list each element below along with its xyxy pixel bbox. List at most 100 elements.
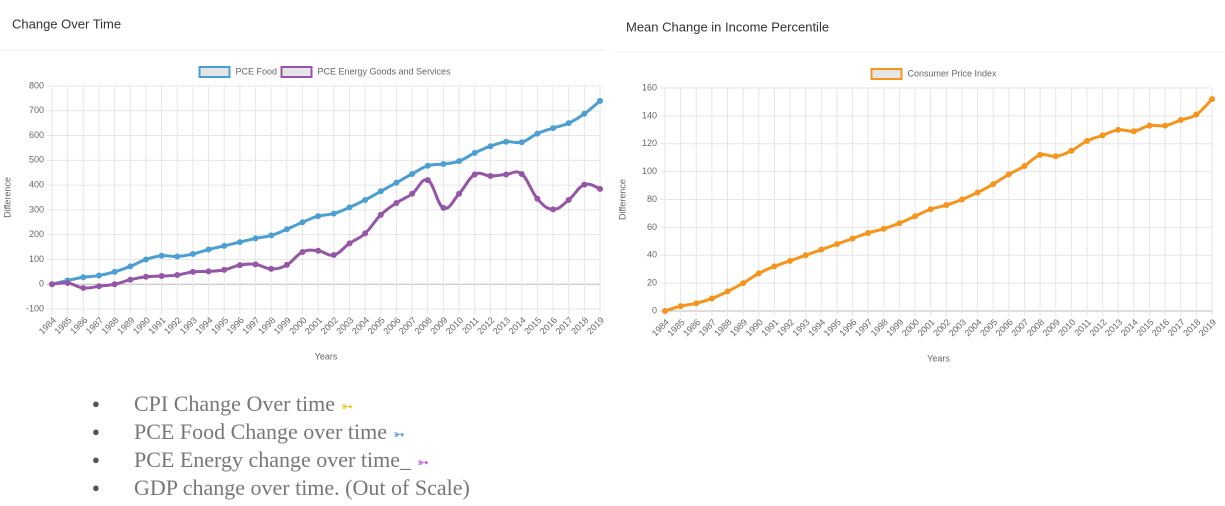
list-text: PCE Food Change over time bbox=[134, 419, 387, 444]
data-point bbox=[236, 239, 243, 246]
data-point bbox=[1083, 137, 1090, 144]
data-point bbox=[95, 272, 102, 279]
data-point bbox=[1068, 147, 1075, 154]
data-point bbox=[1177, 117, 1184, 124]
y-tick-label: 200 bbox=[29, 229, 44, 239]
data-point bbox=[1037, 151, 1044, 158]
data-point bbox=[833, 241, 840, 248]
data-point bbox=[662, 308, 668, 314]
data-point bbox=[440, 161, 447, 168]
data-point bbox=[565, 120, 572, 127]
data-point bbox=[127, 263, 134, 270]
y-tick-label: 600 bbox=[29, 130, 44, 140]
data-point bbox=[299, 249, 306, 256]
data-point bbox=[487, 143, 494, 150]
data-point bbox=[1162, 122, 1169, 129]
series-line bbox=[51, 99, 601, 286]
data-point bbox=[393, 199, 400, 206]
legend-swatch bbox=[280, 66, 313, 78]
y-tick-label: 500 bbox=[29, 155, 44, 165]
data-point bbox=[550, 125, 557, 132]
data-point bbox=[174, 272, 181, 279]
data-point bbox=[1130, 128, 1137, 135]
y-tick-label: 100 bbox=[642, 166, 657, 176]
x-axis-label: Years bbox=[927, 353, 950, 363]
data-point bbox=[518, 139, 525, 146]
y-axis-label: Difference bbox=[617, 179, 627, 220]
y-tick-label: 400 bbox=[29, 179, 44, 189]
data-point bbox=[221, 242, 228, 249]
data-point bbox=[268, 265, 275, 272]
y-tick-label: 0 bbox=[39, 279, 44, 289]
y-tick-label: 60 bbox=[647, 222, 657, 232]
data-point bbox=[865, 229, 872, 236]
data-point bbox=[581, 110, 588, 117]
data-point bbox=[299, 219, 306, 226]
data-point bbox=[346, 240, 353, 247]
series-line bbox=[664, 98, 1214, 313]
data-point bbox=[597, 185, 603, 192]
data-point bbox=[1146, 122, 1153, 129]
data-point bbox=[95, 283, 102, 290]
panel-title: Mean Change in Income Percentile bbox=[626, 19, 829, 34]
data-point bbox=[755, 270, 762, 277]
data-point bbox=[49, 281, 55, 288]
data-point bbox=[693, 300, 700, 307]
data-point bbox=[990, 181, 997, 188]
data-point bbox=[534, 130, 541, 137]
x-tick-label: 2019 bbox=[585, 315, 606, 336]
data-point bbox=[787, 257, 794, 264]
data-point bbox=[802, 252, 809, 259]
data-point bbox=[346, 204, 353, 211]
data-point bbox=[377, 188, 384, 195]
data-point bbox=[142, 256, 149, 263]
arrow-icon: ➳ bbox=[392, 427, 405, 443]
data-point bbox=[471, 171, 478, 178]
data-point bbox=[1209, 96, 1215, 103]
y-tick-label: 20 bbox=[647, 278, 657, 288]
data-point bbox=[912, 213, 919, 220]
data-point bbox=[1099, 132, 1106, 139]
data-point bbox=[424, 162, 431, 169]
list-text: PCE Energy change over time_ bbox=[134, 447, 411, 472]
arrow-icon: ➳ bbox=[341, 399, 353, 415]
data-point bbox=[236, 262, 243, 269]
data-point bbox=[880, 225, 887, 232]
data-point bbox=[205, 268, 212, 275]
legend-label: PCE Food bbox=[236, 66, 278, 76]
legend-label: PCE Energy Goods and Services bbox=[318, 66, 452, 76]
data-point bbox=[283, 261, 290, 268]
y-tick-label: 0 bbox=[652, 305, 657, 315]
data-point bbox=[127, 276, 134, 283]
data-point bbox=[80, 274, 87, 281]
data-point bbox=[456, 158, 463, 165]
data-point bbox=[189, 268, 196, 275]
y-tick-label: 120 bbox=[642, 138, 657, 148]
data-point bbox=[252, 261, 259, 268]
data-point bbox=[283, 226, 290, 233]
data-point bbox=[550, 206, 557, 213]
y-tick-label: 700 bbox=[29, 105, 44, 115]
data-point bbox=[1052, 153, 1059, 160]
data-point bbox=[64, 279, 71, 286]
data-point bbox=[189, 250, 196, 257]
data-point bbox=[330, 210, 337, 217]
data-point bbox=[471, 149, 478, 156]
y-tick-label: -100 bbox=[26, 303, 44, 313]
data-point bbox=[315, 213, 322, 220]
data-point bbox=[456, 190, 463, 197]
data-point bbox=[927, 206, 934, 213]
data-point bbox=[943, 202, 950, 209]
data-point bbox=[534, 195, 541, 202]
notes-list: CPI Change Over time➳PCE Food Change ove… bbox=[92, 390, 470, 502]
legend-label: Consumer Price Index bbox=[908, 68, 998, 78]
data-point bbox=[158, 252, 165, 259]
data-point bbox=[315, 247, 322, 254]
x-tick-label: 2019 bbox=[1197, 317, 1218, 338]
data-point bbox=[362, 230, 369, 237]
data-point bbox=[440, 204, 447, 211]
data-point bbox=[158, 273, 165, 280]
data-point bbox=[771, 263, 778, 270]
data-point bbox=[896, 220, 903, 227]
data-point bbox=[205, 246, 212, 253]
